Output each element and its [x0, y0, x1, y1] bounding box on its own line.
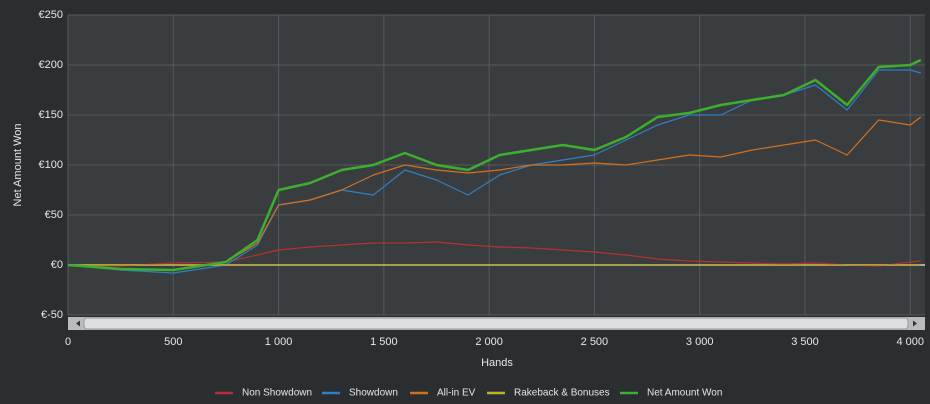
x-tick-label: 3 500 [791, 336, 819, 348]
legend-item: Rakeback & Bonuses [487, 388, 610, 399]
y-tick-label: €250 [39, 9, 63, 21]
scrollbar[interactable] [68, 317, 925, 330]
x-tick-label: 500 [164, 336, 182, 348]
y-axis-label: Net Amount Won [12, 124, 24, 207]
y-tick-label: €-50 [41, 309, 63, 321]
series-line [67, 58, 922, 272]
legend-item: Non Showdown [215, 388, 312, 399]
legend-label: All-in EV [437, 388, 476, 399]
legend-label: Rakeback & Bonuses [514, 388, 610, 399]
x-tick-label: 2 000 [475, 336, 503, 348]
x-tick-label: 4 000 [896, 336, 924, 348]
y-tick-label: €150 [39, 109, 63, 121]
series-line [67, 116, 922, 271]
y-tick-label: €50 [45, 209, 63, 221]
legend-label: Non Showdown [242, 388, 312, 399]
y-tick-label: €100 [39, 159, 63, 171]
legend-item: Net Amount Won [620, 388, 722, 399]
x-tick-label: 1 000 [265, 336, 293, 348]
legend-label: Showdown [349, 388, 398, 399]
scrollbar-thumb[interactable] [83, 317, 909, 330]
x-axis-label: Hands [481, 357, 513, 369]
x-tick-label: 2 500 [581, 336, 609, 348]
scroll-left[interactable] [76, 320, 80, 327]
legend-item: Showdown [322, 388, 398, 399]
x-tick-label: 3 000 [686, 336, 714, 348]
legend-label: Net Amount Won [647, 388, 722, 399]
scroll-right[interactable] [913, 320, 917, 327]
series-line [67, 241, 921, 267]
y-tick-label: €200 [39, 59, 63, 71]
x-tick-label: 1 500 [370, 336, 398, 348]
y-tick-label: €0 [51, 259, 63, 271]
legend-item: All-in EV [410, 388, 476, 399]
x-tick-label: 0 [65, 336, 71, 348]
